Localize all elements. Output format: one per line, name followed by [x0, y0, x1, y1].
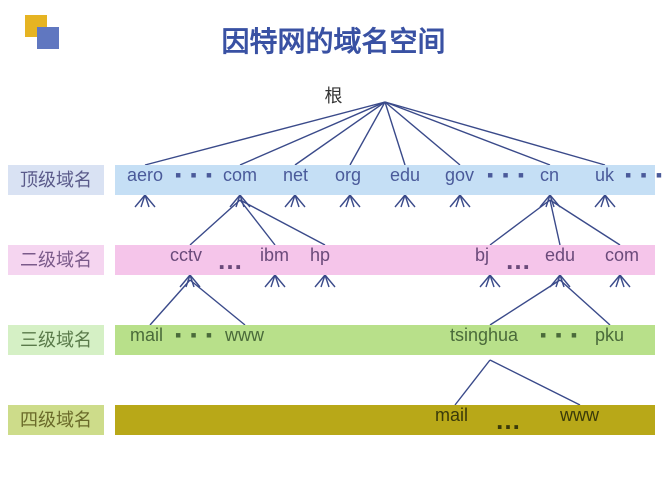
domain-node: ▪ ▪ ▪ — [625, 165, 664, 186]
level-label: 四级域名 — [8, 405, 104, 435]
domain-node: tsinghua — [450, 325, 518, 346]
domain-node: net — [283, 165, 308, 186]
level-label: 顶级域名 — [8, 165, 104, 195]
root-node-label: 根 — [325, 82, 343, 108]
domain-node: cctv — [170, 245, 202, 266]
domain-node: ▪ ▪ ▪ — [175, 165, 214, 186]
level-label: 二级域名 — [8, 245, 104, 275]
domain-node: hp — [310, 245, 330, 266]
domain-node: edu — [545, 245, 575, 266]
domain-node: … — [495, 405, 523, 436]
domain-node: com — [223, 165, 257, 186]
domain-node: bj — [475, 245, 489, 266]
domain-node: ▪ ▪ ▪ — [175, 325, 214, 346]
domain-node: gov — [445, 165, 474, 186]
level-bar: mail ▪ ▪ ▪ www tsinghua ▪ ▪ ▪ pku — [115, 325, 655, 355]
domain-node: ibm — [260, 245, 289, 266]
domain-node: www — [225, 325, 264, 346]
domain-node: com — [605, 245, 639, 266]
domain-node: pku — [595, 325, 624, 346]
level-bar: mail … www — [115, 405, 655, 435]
domain-node: ▪ ▪ ▪ — [487, 165, 526, 186]
domain-node: edu — [390, 165, 420, 186]
page-title: 因特网的域名空间 — [0, 0, 667, 60]
domain-node: mail — [130, 325, 163, 346]
domain-node: … — [505, 245, 533, 276]
domain-node: aero — [127, 165, 163, 186]
level-label: 三级域名 — [8, 325, 104, 355]
domain-node: mail — [435, 405, 468, 426]
domain-node: org — [335, 165, 361, 186]
domain-node: www — [560, 405, 599, 426]
domain-node: … — [217, 245, 245, 276]
level-bar: cctv … ibmhp bj … edu com — [115, 245, 655, 275]
domain-node: cn — [540, 165, 559, 186]
domain-node: uk — [595, 165, 614, 186]
domain-node: ▪ ▪ ▪ — [540, 325, 579, 346]
level-bar: aero▪ ▪ ▪comnetorgedugov▪ ▪ ▪cnuk▪ ▪ ▪ — [115, 165, 655, 195]
